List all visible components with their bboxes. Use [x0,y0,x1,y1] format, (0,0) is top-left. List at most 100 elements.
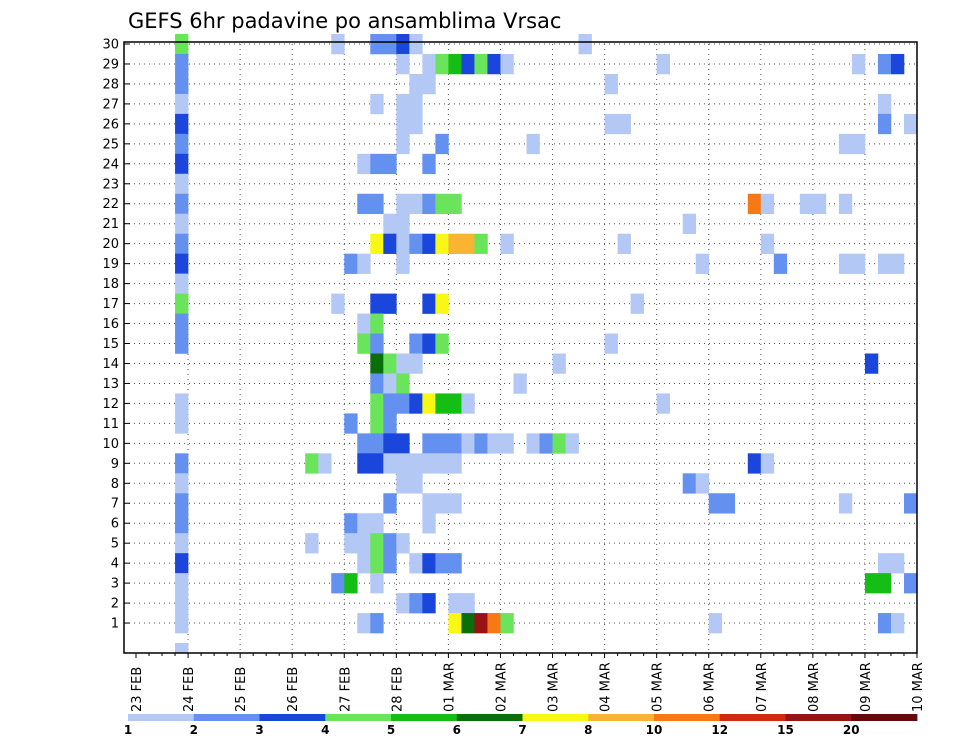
heatmap-cell [838,253,853,274]
heatmap-cell [396,353,410,374]
heatmap-cell [175,453,189,474]
heatmap-cell [344,573,358,594]
heatmap-cell [175,613,189,634]
heatmap-cell [630,293,644,314]
heatmap-cell [175,193,189,215]
heatmap-cell [422,73,436,95]
heatmap-cell [500,53,514,75]
colorbar-segment [456,714,523,721]
heatmap-cell [877,93,892,115]
y-tick-label: 27 [102,97,119,112]
colorbar-label: 12 [711,723,728,737]
colorbar-label: 2 [190,723,198,737]
heatmap-cell [383,153,397,175]
heatmap-cell [370,153,384,175]
heatmap-cell [383,413,397,434]
heatmap-cell [487,53,501,75]
heatmap-cell [799,193,814,215]
heatmap-cell [370,413,384,434]
heatmap-cell [448,393,462,414]
heatmap-cell [370,233,384,254]
heatmap-cell [331,573,345,594]
heatmap-cell [474,433,488,454]
y-tick-label: 25 [102,137,119,152]
heatmap-cell [175,113,189,135]
heatmap-cell [422,153,436,175]
heatmap-cell [877,573,892,594]
y-tick-label: 8 [111,477,119,492]
x-tick-label: 07 MAR [755,662,770,712]
heatmap-cell [370,613,384,634]
heatmap-cell [435,333,449,354]
heatmap-cell [357,613,371,634]
heatmap-cell [396,133,410,155]
heatmap-cell [682,213,697,234]
x-tick-label: 03 MAR [547,662,562,712]
heatmap-cell [578,34,592,55]
heatmap-cell [357,333,371,354]
heatmap-cell [409,553,423,574]
heatmap-cell [175,153,189,175]
heatmap-cell [448,433,462,454]
colorbar-segment [654,714,721,721]
y-tick-label: 20 [102,237,119,252]
heatmap-cell [383,433,397,454]
colorbar-segment [785,714,852,721]
colorbar-label: 6 [453,723,461,737]
heatmap-cell [409,193,423,215]
y-tick-label: 12 [102,397,119,412]
heatmap-cell [682,473,697,494]
colorbar-label: 5 [387,723,395,737]
heatmap-cell [500,233,514,254]
y-tick-label: 4 [111,557,119,572]
heatmap-cell [175,253,189,274]
heatmap-cell [435,453,449,474]
heatmap-cell [396,213,410,234]
heatmap-cell [409,34,423,55]
heatmap-cell [370,293,384,314]
heatmap-cell [838,493,853,514]
colorbar-segment [391,714,458,721]
heatmap-cell [357,253,371,274]
heatmap-cell [305,453,319,474]
heatmap-cell [175,53,189,75]
x-tick-label: 06 MAR [703,662,718,712]
heatmap-cell [175,313,189,334]
heatmap-cell [175,333,189,354]
heatmap-cell [370,533,384,554]
heatmap-cell [357,153,371,175]
heatmap-cell [175,573,189,594]
heatmap-cell [812,193,827,215]
heatmap-cell [604,333,618,354]
heatmap-cell [370,433,384,454]
heatmap-cell [175,593,189,614]
heatmap-cell [331,293,345,314]
heatmap-cell [461,433,475,454]
heatmap-cell [474,233,488,254]
x-tick-label: 05 MAR [651,662,666,712]
heatmap-cell [175,233,189,254]
heatmap-cell [422,433,436,454]
heatmap-cell [903,573,918,594]
y-tick-label: 24 [102,157,119,172]
colorbar-segment [259,714,326,721]
x-tick-label: 04 MAR [599,662,614,712]
x-tick-label: 24 FEB [182,667,197,712]
heatmap-cell [422,53,436,75]
heatmap-cell [513,373,527,394]
colorbar-label: 8 [584,723,592,737]
y-tick-label: 29 [102,57,119,72]
y-tick-label: 17 [102,297,119,312]
heatmap-cell [500,613,514,634]
heatmap-cell [370,373,384,394]
heatmap-cell [396,593,410,614]
heatmap-cell [370,93,384,115]
heatmap-cell [175,93,189,115]
x-tick-label: 10 MAR [911,662,926,712]
heatmap-cell [435,493,449,514]
heatmap-cell [344,533,358,554]
colorbar-segment [128,714,195,721]
heatmap-cell [409,453,423,474]
heatmap-cell [409,353,423,374]
